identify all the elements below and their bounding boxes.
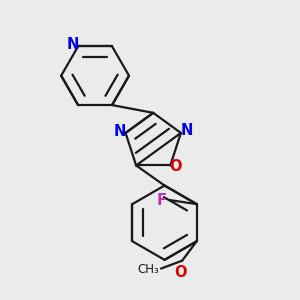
Text: N: N — [67, 37, 79, 52]
Text: N: N — [114, 124, 126, 139]
Text: CH₃: CH₃ — [138, 263, 159, 276]
Text: O: O — [175, 265, 187, 280]
Text: N: N — [180, 123, 193, 138]
Text: F: F — [157, 193, 167, 208]
Text: O: O — [169, 159, 182, 174]
